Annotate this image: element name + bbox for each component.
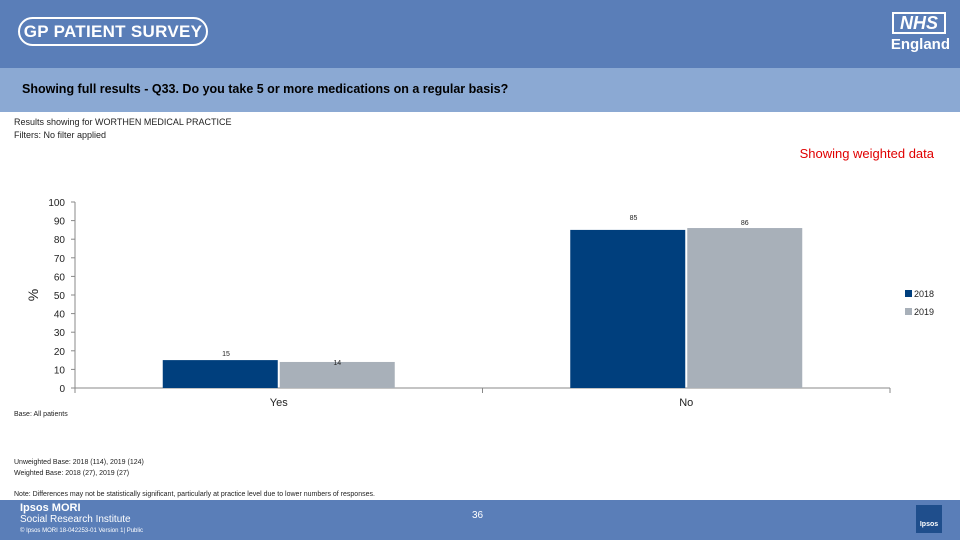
y-tick-label: 20 [54, 347, 66, 358]
x-category-label: No [679, 397, 693, 409]
bar-2018-no [570, 229, 686, 388]
footer-bar [0, 500, 960, 540]
ipsos-mori-label: Ipsos MORI [20, 502, 81, 514]
y-tick-label: 10 [54, 365, 66, 376]
weighted-base: Weighted Base: 2018 (27), 2019 (27) [14, 470, 130, 477]
gp-patient-survey-logo: GP PATIENT SURVEY [18, 17, 208, 46]
social-research-label: Social Research Institute [20, 514, 131, 525]
y-tick-label: 70 [54, 254, 66, 265]
significance-note: Note: Differences may not be statistical… [14, 491, 375, 498]
bar-chart: 0 10 20 30 40 50 60 70 80 90 100% 15 14 Yes 85 86 No 2018… [25, 198, 934, 409]
legend-swatch-2019 [905, 308, 912, 315]
legend-swatch-2018 [905, 290, 912, 297]
question-bar [0, 68, 960, 112]
nhs-logo: NHS [892, 12, 946, 34]
data-label: 85 [630, 215, 638, 222]
y-tick-label: 80 [54, 235, 66, 246]
y-tick-label: 40 [54, 310, 66, 321]
y-tick-label: 0 [59, 384, 65, 395]
y-tick-label: 60 [54, 272, 66, 283]
weighted-data-label: Showing weighted data [799, 146, 934, 161]
page-number: 36 [472, 510, 484, 521]
y-tick-label: 100 [48, 198, 65, 209]
results-for-text: Results showing for WORTHEN MEDICAL PRAC… [14, 117, 232, 127]
nhs-england-label: England [890, 36, 950, 53]
question-title: Showing full results - Q33. Do you take … [22, 82, 509, 96]
base-note: Base: All patients [14, 411, 68, 418]
y-tick-label: 90 [54, 217, 66, 228]
unweighted-base: Unweighted Base: 2018 (114), 2019 (124) [14, 459, 144, 466]
ipsos-logo: Ipsos [916, 505, 942, 533]
bar-2019-yes [279, 361, 395, 388]
bar-2019-no [687, 228, 803, 388]
x-category-label: Yes [270, 397, 288, 409]
y-tick-label: 30 [54, 328, 66, 339]
y-axis-label: % [25, 289, 41, 301]
filters-text: Filters: No filter applied [14, 130, 107, 140]
bar-2018-yes [162, 360, 278, 388]
copyright-label: © Ipsos MORI 18-042253-01 Version 1| Pub… [20, 528, 144, 534]
legend-label: 2019 [914, 307, 934, 317]
y-tick-label: 50 [54, 291, 66, 302]
data-label: 14 [333, 360, 341, 367]
header-bar [0, 0, 960, 68]
legend-label: 2018 [914, 289, 934, 299]
data-label: 15 [222, 351, 230, 358]
data-label: 86 [741, 220, 749, 227]
